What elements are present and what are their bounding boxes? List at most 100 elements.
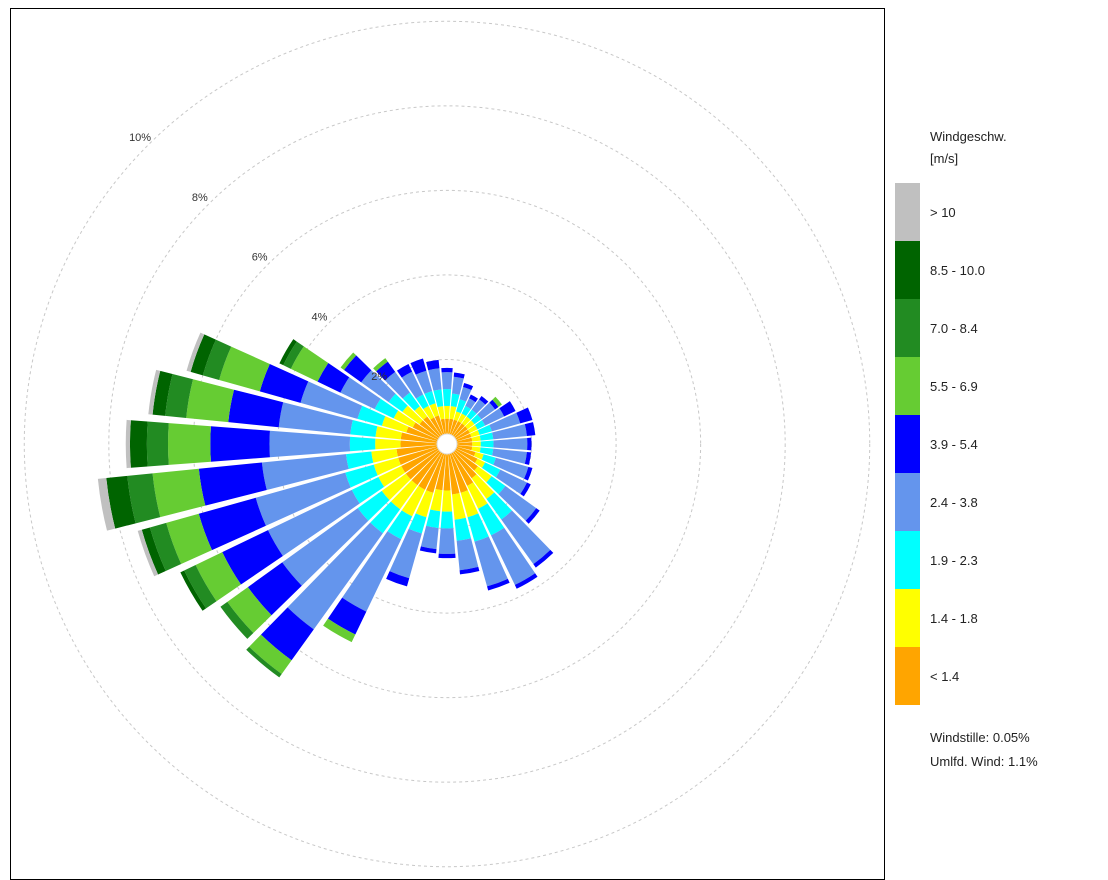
wedge-220-class-0 [411,450,443,486]
sector-260 [97,444,439,531]
wedge-120-class-3 [495,469,527,495]
wedge-200-class-2 [408,513,427,534]
wedge-230-class-6 [220,601,254,639]
sector-10 [447,372,465,436]
ring-8 [108,105,786,783]
wedge-280-class-8 [148,369,161,415]
legend-label: 1.9 - 2.3 [930,553,978,568]
wedge-140-class-3 [501,510,551,565]
wedge-250-class-5 [166,513,212,565]
wind-rose-bars [97,332,554,678]
wedge-190-class-3 [420,525,439,550]
wedge-180-class-3 [438,528,456,554]
wedge-250-class-6 [149,522,182,571]
wedge-80-class-1 [471,435,481,442]
wedge-190-class-4 [419,546,437,554]
legend-title: Windgeschw. [930,129,1007,144]
wedge-70-class-4 [516,407,533,424]
wedge-140-class-0 [451,450,477,479]
wedge-40-class-1 [461,416,471,426]
wedge-200-class-0 [426,451,445,493]
wedge-290-class-2 [357,405,386,426]
wedge-290-class-5 [219,346,270,392]
wedge-70-class-1 [470,430,480,438]
wedge-190-class-2 [426,509,441,529]
sector-170 [447,452,480,575]
wedge-220-class-6 [246,646,282,678]
wedge-140-class-2 [486,492,512,520]
wedge-210-class-0 [418,450,444,490]
wedge-60-class-0 [453,429,470,441]
wedge-260-class-3 [261,454,349,490]
wedge-260-class-6 [127,473,161,524]
sector-340 [410,358,445,437]
wedge-260-class-0 [396,444,439,457]
wedge-40-class-0 [451,423,465,438]
wedge-300-class-4 [317,363,350,393]
wedge-160-class-4 [487,578,510,591]
wedge-300-class-5 [290,346,329,382]
wedge-120-class-4 [520,482,531,497]
variable-wind-footnote: Umlfd. Wind: 1.1% [930,754,1038,769]
wedge-40-class-2 [466,409,477,420]
wedge-270-class-5 [168,423,211,465]
wedge-220-class-1 [390,480,418,510]
wedge-330-class-4 [396,364,413,378]
wedge-230-class-5 [227,587,272,633]
wedge-150-class-4 [514,573,538,589]
sector-290 [186,332,440,442]
wedge-170-class-0 [447,452,460,495]
wedge-80-class-4 [524,422,536,437]
wedge-160-class-0 [449,451,468,493]
sector-160 [449,451,510,591]
wedge-0-class-3 [441,372,453,390]
wedge-350-class-4 [426,359,440,371]
wedge-80-class-3 [492,424,527,440]
wedge-90-class-3 [493,437,528,451]
wedge-270-class-0 [400,440,439,448]
wedge-280-class-1 [375,426,402,440]
sector-320 [373,358,443,438]
wedge-240-class-4 [222,530,283,585]
legend-label: 2.4 - 3.8 [930,495,978,510]
wedge-290-class-7 [190,334,216,376]
legend-label: 1.4 - 1.8 [930,611,978,626]
sector-310 [340,352,441,440]
legend-swatch [895,241,920,299]
wedge-350-class-2 [433,389,444,408]
wedge-240-class-3 [267,489,360,556]
wedge-10-class-1 [449,406,457,420]
legend-swatch [895,531,920,589]
wedge-30-class-2 [461,405,471,417]
wedge-280-class-3 [278,402,353,435]
wedge-310-class-0 [419,420,441,440]
wedge-130-class-4 [525,508,540,524]
wedge-180-class-4 [438,553,456,559]
wedge-100-class-2 [479,447,494,456]
ring-label-10: 10% [129,132,151,144]
wedge-240-class-1 [378,465,406,487]
wedge-350-class-1 [437,406,445,420]
wedge-320-class-3 [384,371,410,399]
sector-80 [455,422,536,444]
ring-label-2: 2% [371,371,387,383]
sector-330 [396,364,444,438]
wedge-230-class-4 [247,562,302,616]
wedge-270-class-6 [146,421,169,467]
wedge-190-class-1 [430,489,443,512]
wedge-60-class-4 [499,401,516,417]
sector-60 [453,401,516,441]
wedge-30-class-1 [457,413,467,424]
sector-20 [449,382,474,437]
wedge-250-class-7 [141,527,166,575]
wedge-220-class-5 [249,634,292,675]
wedge-310-class-5 [340,352,357,370]
wedge-340-class-4 [410,358,427,375]
legend-swatch [895,647,920,705]
wedge-300-class-2 [374,398,399,419]
wedge-310-class-1 [402,405,423,425]
wedge-280-class-2 [350,419,378,437]
wedge-30-class-3 [465,398,476,410]
wedge-130-class-3 [498,485,537,521]
wedge-160-class-1 [460,490,479,518]
